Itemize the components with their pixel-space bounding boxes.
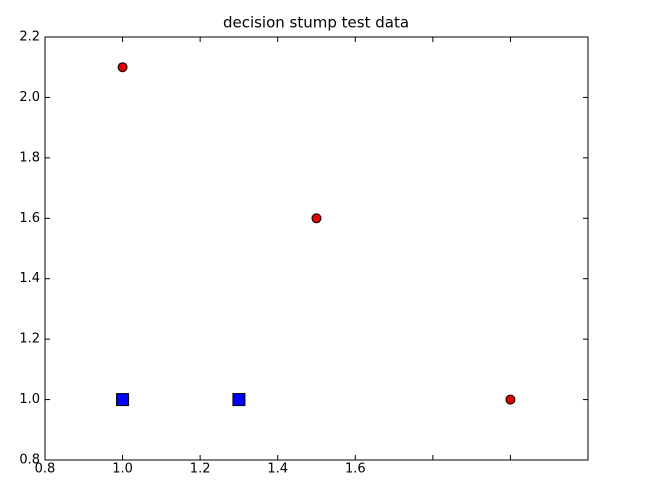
- plot-frame: [44, 36, 589, 461]
- chart-title: decision stump test data: [223, 14, 409, 32]
- y-tick-label: 1.4: [19, 271, 40, 286]
- x-tick-label: 1.6: [345, 462, 366, 477]
- point: [505, 394, 516, 405]
- x-tick-label: 0.8: [35, 462, 56, 477]
- point: [117, 62, 128, 73]
- y-tick-label: 2.2: [19, 30, 40, 45]
- x-tick-label: 1.4: [267, 462, 288, 477]
- x-tick-label: 1.2: [190, 462, 211, 477]
- point: [232, 393, 246, 407]
- point: [116, 393, 130, 407]
- y-tick-label: 0.8: [19, 453, 40, 468]
- y-tick-label: 1.0: [19, 392, 40, 407]
- y-tick-label: 1.8: [19, 150, 40, 165]
- y-tick-label: 2.0: [19, 90, 40, 105]
- x-tick-label: 1.0: [112, 462, 133, 477]
- y-tick-label: 1.6: [19, 211, 40, 226]
- point: [311, 213, 322, 224]
- y-tick-label: 1.2: [19, 332, 40, 347]
